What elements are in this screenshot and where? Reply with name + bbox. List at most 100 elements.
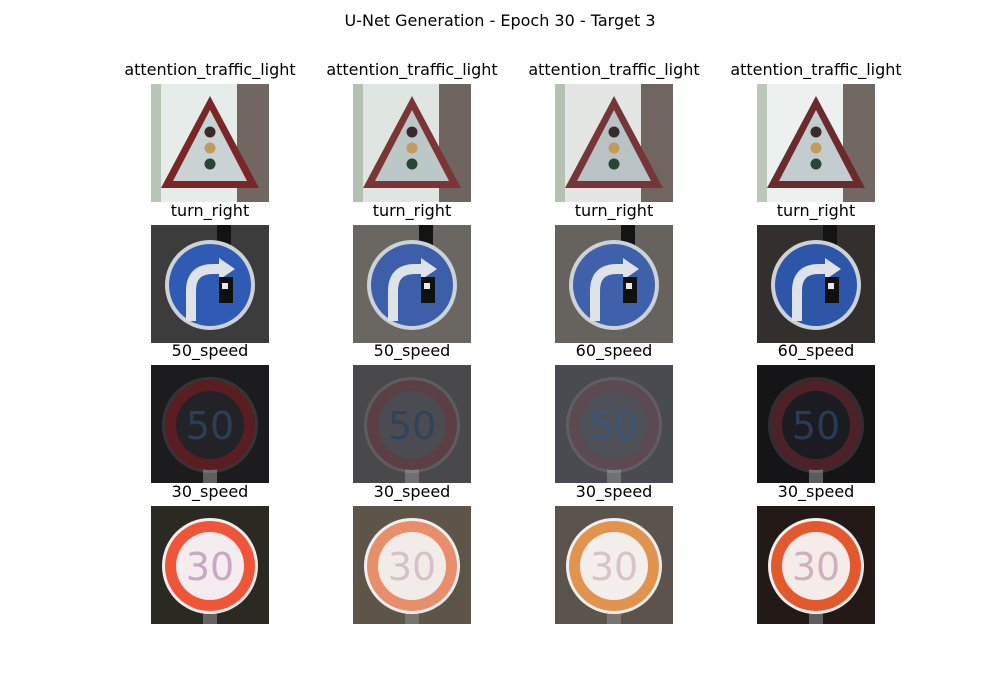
background-foliage <box>151 84 161 202</box>
image-label: 30_speed <box>171 482 249 501</box>
speed-limit-sign-icon: 30 <box>151 506 269 624</box>
bracket <box>626 283 632 289</box>
light-yellow <box>406 142 418 154</box>
turn-arrow <box>186 264 221 321</box>
generated-image: 50 <box>353 365 471 483</box>
figure-title: U-Net Generation - Epoch 30 - Target 3 <box>344 11 656 30</box>
sign-number: 50 <box>388 404 436 448</box>
triangle-warning-sign-icon <box>555 84 673 202</box>
sign-face <box>580 391 648 459</box>
generated-image <box>151 84 269 202</box>
blue-turn-right-sign-icon <box>353 225 471 343</box>
sign-face <box>580 532 648 600</box>
light-red <box>608 126 620 138</box>
blue-turn-right-sign-icon <box>757 225 875 343</box>
pole-lower <box>623 277 637 303</box>
sign-face <box>176 532 244 600</box>
generated-image <box>151 225 269 343</box>
triangle-warning-sign-icon <box>151 84 269 202</box>
generated-image: 50 <box>757 365 875 483</box>
image-label: attention_traffic_light <box>326 60 498 79</box>
light-yellow <box>204 142 216 154</box>
background-foliage <box>555 84 565 202</box>
image-label: turn_right <box>574 201 654 220</box>
light-green <box>810 158 822 170</box>
pole-lower <box>219 277 233 303</box>
sign-face <box>378 391 446 459</box>
generated-image: 50 <box>555 365 673 483</box>
arrow-head <box>421 258 437 280</box>
image-label: 50_speed <box>171 341 249 360</box>
turn-arrow <box>590 264 625 321</box>
pole-lower <box>421 277 435 303</box>
image-label: 60_speed <box>575 341 653 360</box>
sign-number: 30 <box>388 545 436 589</box>
arrow-head <box>825 258 841 280</box>
background-foliage <box>353 84 363 202</box>
generated-image <box>555 225 673 343</box>
speed-limit-sign-icon: 50 <box>757 365 875 483</box>
sign-face <box>378 532 446 600</box>
bracket <box>222 283 228 289</box>
sign-face <box>782 391 850 459</box>
generated-image <box>353 84 471 202</box>
image-label: 60_speed <box>777 341 855 360</box>
light-green <box>204 158 216 170</box>
sign-face <box>782 532 850 600</box>
generated-image <box>353 225 471 343</box>
sign-number: 30 <box>590 545 638 589</box>
image-label: turn_right <box>170 201 250 220</box>
image-label: attention_traffic_light <box>730 60 902 79</box>
sign-face <box>371 244 453 326</box>
sign-number: 50 <box>186 404 234 448</box>
image-label: 30_speed <box>575 482 653 501</box>
sign-number: 50 <box>792 404 840 448</box>
speed-limit-sign-icon: 30 <box>353 506 471 624</box>
pole <box>405 469 419 483</box>
light-red <box>406 126 418 138</box>
triangle-warning-sign-icon <box>353 84 471 202</box>
bracket <box>828 283 834 289</box>
generated-image <box>555 84 673 202</box>
sign-number: 30 <box>186 545 234 589</box>
blue-turn-right-sign-icon <box>555 225 673 343</box>
arrow-head <box>623 258 639 280</box>
sign-face <box>573 244 655 326</box>
image-label: attention_traffic_light <box>528 60 700 79</box>
generated-image: 30 <box>353 506 471 624</box>
light-red <box>810 126 822 138</box>
generated-image: 30 <box>555 506 673 624</box>
light-yellow <box>608 142 620 154</box>
light-green <box>406 158 418 170</box>
pole <box>809 469 823 483</box>
blue-turn-right-sign-icon <box>151 225 269 343</box>
turn-arrow <box>792 264 827 321</box>
generated-image: 50 <box>151 365 269 483</box>
light-red <box>204 126 216 138</box>
light-green <box>608 158 620 170</box>
speed-limit-sign-icon: 50 <box>353 365 471 483</box>
arrow-head <box>219 258 235 280</box>
sign-face <box>775 244 857 326</box>
pole <box>203 469 217 483</box>
generated-image: 30 <box>151 506 269 624</box>
speed-limit-sign-icon: 50 <box>555 365 673 483</box>
pole-lower <box>825 277 839 303</box>
generated-image <box>757 225 875 343</box>
image-label: turn_right <box>372 201 452 220</box>
image-label: 30_speed <box>777 482 855 501</box>
speed-limit-sign-icon: 30 <box>555 506 673 624</box>
sign-face <box>169 244 251 326</box>
image-label: turn_right <box>776 201 856 220</box>
image-label: 30_speed <box>373 482 451 501</box>
speed-limit-sign-icon: 50 <box>151 365 269 483</box>
bracket <box>424 283 430 289</box>
sign-face <box>176 391 244 459</box>
light-yellow <box>810 142 822 154</box>
sign-number: 30 <box>792 545 840 589</box>
background-foliage <box>757 84 767 202</box>
turn-arrow <box>388 264 423 321</box>
triangle-warning-sign-icon <box>757 84 875 202</box>
generated-image: 30 <box>757 506 875 624</box>
image-label: 50_speed <box>373 341 451 360</box>
